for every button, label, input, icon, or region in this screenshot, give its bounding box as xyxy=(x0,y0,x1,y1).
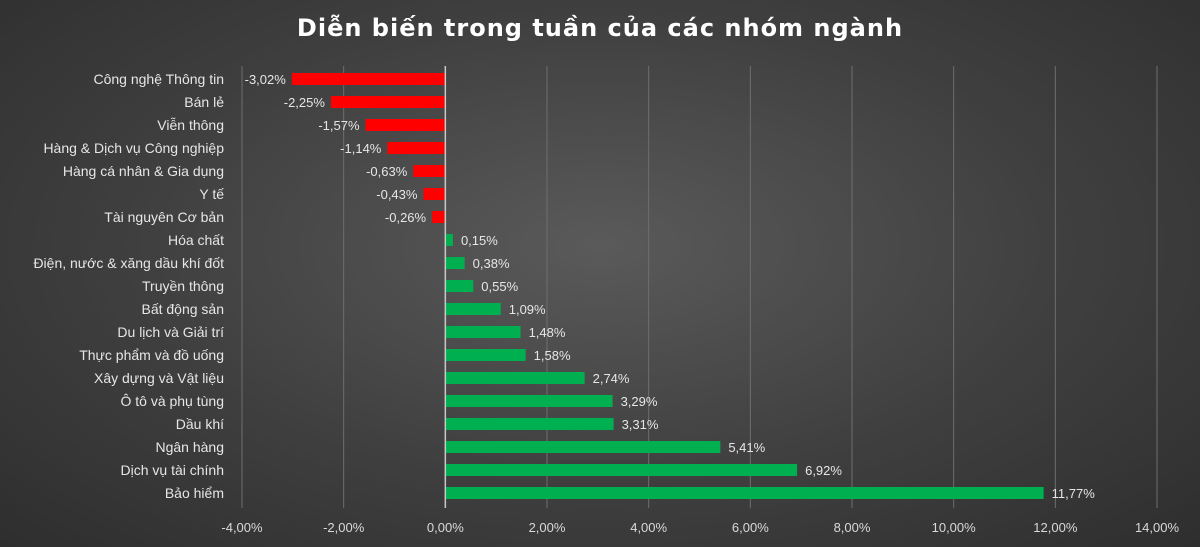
bar-positive xyxy=(445,441,721,453)
category-label: Ô tô và phụ tùng xyxy=(120,393,224,409)
data-label: -2,25% xyxy=(284,95,326,110)
category-label: Hàng cá nhân & Gia dụng xyxy=(63,163,224,179)
bar-positive xyxy=(445,395,613,407)
category-label: Điện, nước & xăng dầu khí đốt xyxy=(33,255,224,271)
bar-positive xyxy=(445,349,526,361)
x-tick-label: 14,00% xyxy=(1135,520,1180,535)
category-label: Dịch vụ tài chính xyxy=(121,462,225,478)
category-label: Hàng & Dịch vụ Công nghiệp xyxy=(43,140,224,156)
bar-negative xyxy=(423,188,446,200)
category-label: Truyền thông xyxy=(142,278,224,294)
x-tick-label: 10,00% xyxy=(932,520,977,535)
bar-negative xyxy=(330,96,446,108)
data-label: -3,02% xyxy=(245,72,287,87)
category-label: Tài nguyên Cơ bản xyxy=(104,209,224,225)
bar-positive xyxy=(445,418,614,430)
x-tick-label: 4,00% xyxy=(630,520,667,535)
category-label: Ngân hàng xyxy=(155,439,224,455)
category-label: Thực phẩm và đồ uống xyxy=(79,347,224,363)
category-label: Y tế xyxy=(199,186,224,202)
data-label: 1,58% xyxy=(534,348,571,363)
data-label: 5,41% xyxy=(728,440,765,455)
bar-positive xyxy=(445,464,798,476)
bar-negative xyxy=(413,165,446,177)
bar-negative xyxy=(432,211,446,223)
data-label: 0,55% xyxy=(481,279,518,294)
bar-positive xyxy=(445,326,521,338)
data-label: 3,29% xyxy=(621,394,658,409)
data-label: -0,63% xyxy=(366,164,408,179)
bar-positive xyxy=(445,280,474,292)
x-tick-label: -4,00% xyxy=(221,520,263,535)
bar-positive xyxy=(445,303,501,315)
x-tick-label: 12,00% xyxy=(1033,520,1078,535)
category-label: Du lịch và Giải trí xyxy=(117,324,224,340)
bar-negative xyxy=(291,73,446,85)
bar-negative xyxy=(365,119,446,131)
data-label: -1,14% xyxy=(340,141,382,156)
data-label: 2,74% xyxy=(593,371,630,386)
bar-positive xyxy=(445,372,585,384)
category-label: Công nghệ Thông tin xyxy=(93,71,224,87)
data-label: 11,77% xyxy=(1052,486,1096,501)
x-tick-label: 6,00% xyxy=(732,520,769,535)
data-label: 6,92% xyxy=(805,463,842,478)
data-label: 1,48% xyxy=(529,325,566,340)
data-label: -0,26% xyxy=(385,210,427,225)
category-label: Bán lẻ xyxy=(184,94,224,110)
x-tick-label: -2,00% xyxy=(323,520,365,535)
x-tick-label: 0,00% xyxy=(427,520,464,535)
bar-positive xyxy=(445,257,465,269)
bar-negative xyxy=(387,142,446,154)
data-label: 0,15% xyxy=(461,233,498,248)
category-label: Viễn thông xyxy=(157,117,224,133)
data-label: 0,38% xyxy=(473,256,510,271)
category-label: Bất động sản xyxy=(141,301,224,317)
category-label: Bảo hiểm xyxy=(165,485,224,501)
data-label: -0,43% xyxy=(376,187,418,202)
x-tick-label: 2,00% xyxy=(529,520,566,535)
category-label: Dầu khí xyxy=(176,416,224,432)
chart-title: Diễn biến trong tuần của các nhóm ngành xyxy=(296,14,904,42)
bar-positive xyxy=(445,234,453,246)
category-label: Xây dựng và Vật liệu xyxy=(94,370,224,386)
bar-positive xyxy=(445,487,1044,499)
data-label: 1,09% xyxy=(509,302,546,317)
data-label: -1,57% xyxy=(318,118,360,133)
data-label: 3,31% xyxy=(622,417,659,432)
x-tick-label: 8,00% xyxy=(834,520,871,535)
category-label: Hóa chất xyxy=(168,232,224,248)
